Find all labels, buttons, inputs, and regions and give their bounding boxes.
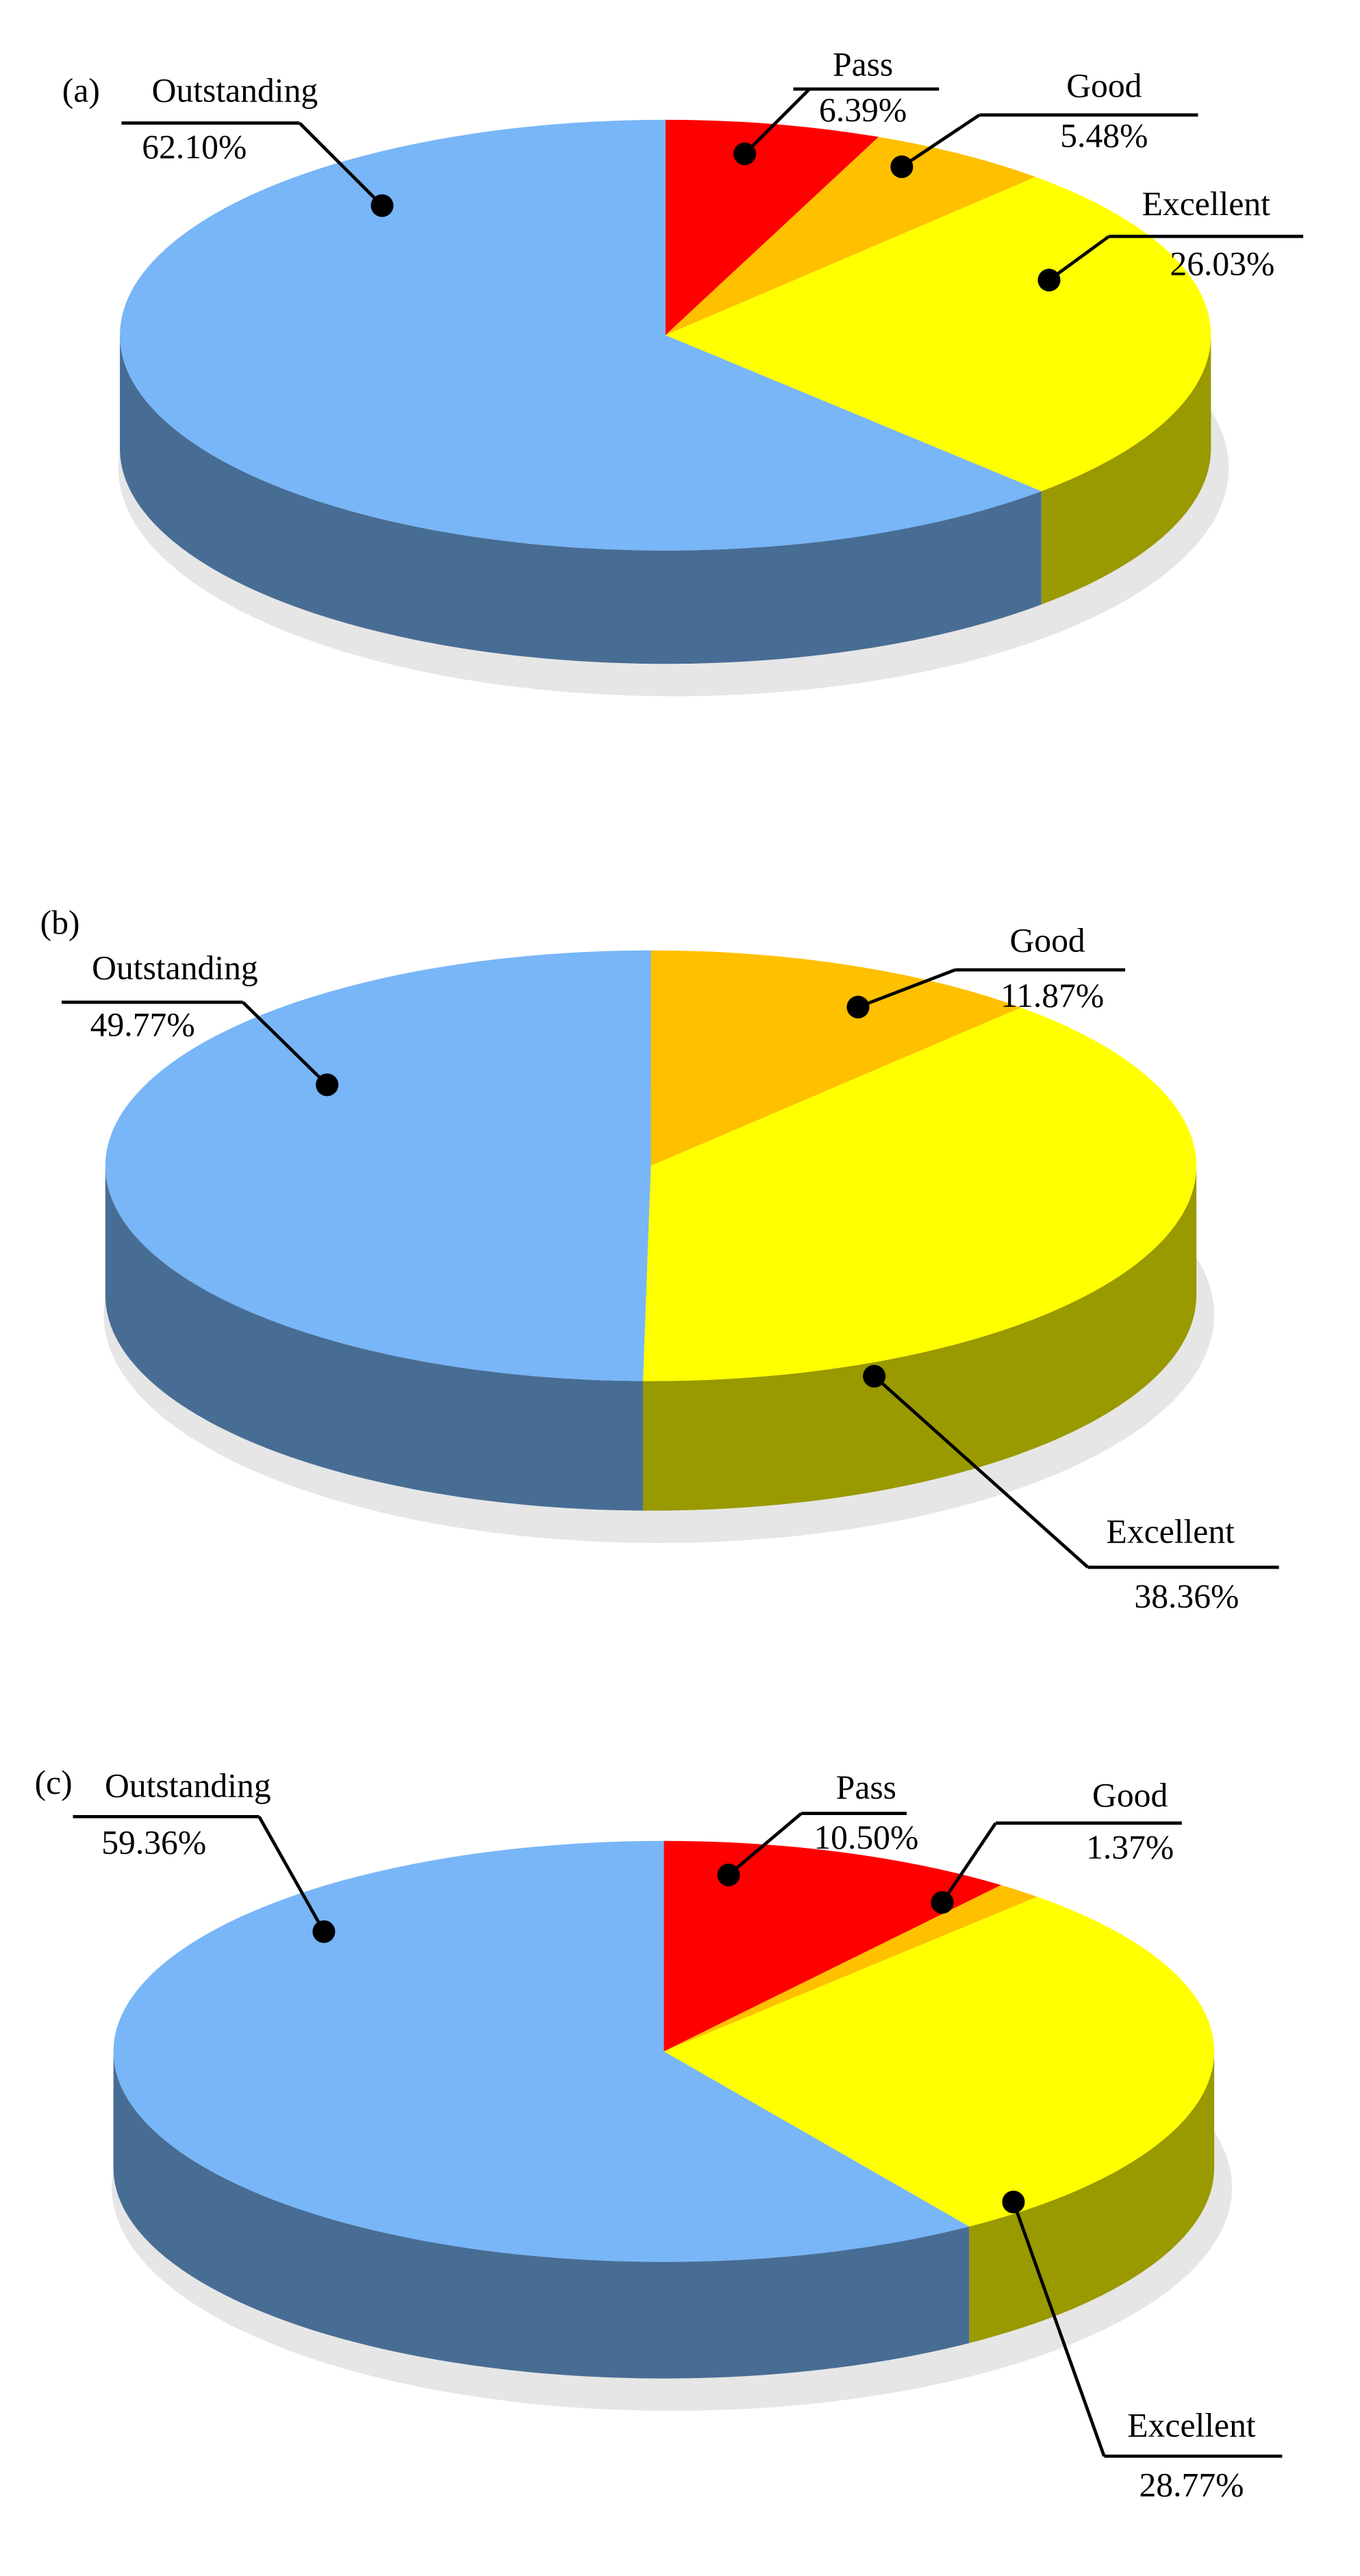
slice-label: Pass — [833, 46, 893, 84]
leader-dot — [1037, 268, 1061, 292]
leader-line — [901, 113, 981, 168]
leader-dot — [717, 1863, 740, 1886]
slice-label: Excellent — [1107, 1512, 1235, 1550]
panel-label: (c) — [35, 1764, 73, 1801]
slice-side — [642, 1166, 1197, 1511]
value-label: 59.36% — [101, 1823, 206, 1861]
slice-side — [1041, 335, 1211, 605]
leader-dot — [1002, 2190, 1025, 2214]
slice — [120, 119, 1042, 551]
leader-line — [1048, 235, 1110, 282]
value-label: 62.10% — [142, 128, 247, 166]
slice — [642, 1008, 1197, 1381]
leader-line — [940, 1822, 997, 1903]
value-label: 5.48% — [1060, 117, 1148, 155]
value-label: 49.77% — [90, 1005, 195, 1043]
leader-line — [857, 968, 956, 1009]
slice-label: Excellent — [1142, 185, 1271, 223]
slice — [665, 119, 879, 336]
value-label: 38.36% — [1134, 1577, 1239, 1615]
slice-label: Outstanding — [152, 71, 318, 109]
value-label: 10.50% — [814, 1818, 918, 1856]
leader-dot — [931, 1891, 954, 1914]
slice — [664, 1897, 1215, 2227]
leader-line — [727, 1812, 803, 1877]
slice — [664, 1840, 1001, 2052]
leader-dot — [863, 1364, 886, 1388]
leader-dot — [846, 995, 870, 1018]
leader-dot — [370, 194, 394, 217]
leader-dot — [890, 155, 914, 179]
leader-line — [298, 121, 383, 207]
leader-dot — [733, 142, 757, 166]
slice — [113, 1840, 970, 2262]
slice-label: Good — [1009, 922, 1085, 960]
slice-side — [120, 335, 1042, 664]
panel-label: (a) — [62, 71, 100, 109]
leader-line — [257, 1816, 325, 1933]
value-label: 6.39% — [819, 91, 907, 129]
slice-label: Good — [1092, 1777, 1168, 1814]
leader-line — [873, 1375, 1090, 1569]
value-label: 28.77% — [1139, 2466, 1244, 2504]
slice — [105, 950, 651, 1381]
slice-side — [113, 2051, 970, 2379]
value-label: 1.37% — [1086, 1828, 1174, 1866]
leader-dot — [316, 1073, 339, 1097]
slice-label: Outstanding — [105, 1767, 271, 1805]
value-label: 11.87% — [1000, 977, 1104, 1014]
leader-line — [1011, 2201, 1106, 2457]
slice-label: Good — [1066, 66, 1142, 104]
leader-line — [743, 88, 811, 155]
slice — [664, 1885, 1037, 2052]
slice-label: Excellent — [1127, 2406, 1256, 2444]
slice-label: Outstanding — [92, 949, 258, 987]
slice — [651, 950, 1022, 1166]
panel-label: (b) — [40, 904, 80, 942]
leader-line — [242, 1001, 329, 1086]
slice — [665, 177, 1211, 492]
slice-side — [969, 2051, 1215, 2343]
value-label: 26.03% — [1170, 245, 1274, 282]
leader-dot — [312, 1920, 336, 1943]
slice — [665, 136, 1036, 336]
slice-side — [105, 1166, 643, 1511]
slice-label: Pass — [836, 1768, 896, 1806]
